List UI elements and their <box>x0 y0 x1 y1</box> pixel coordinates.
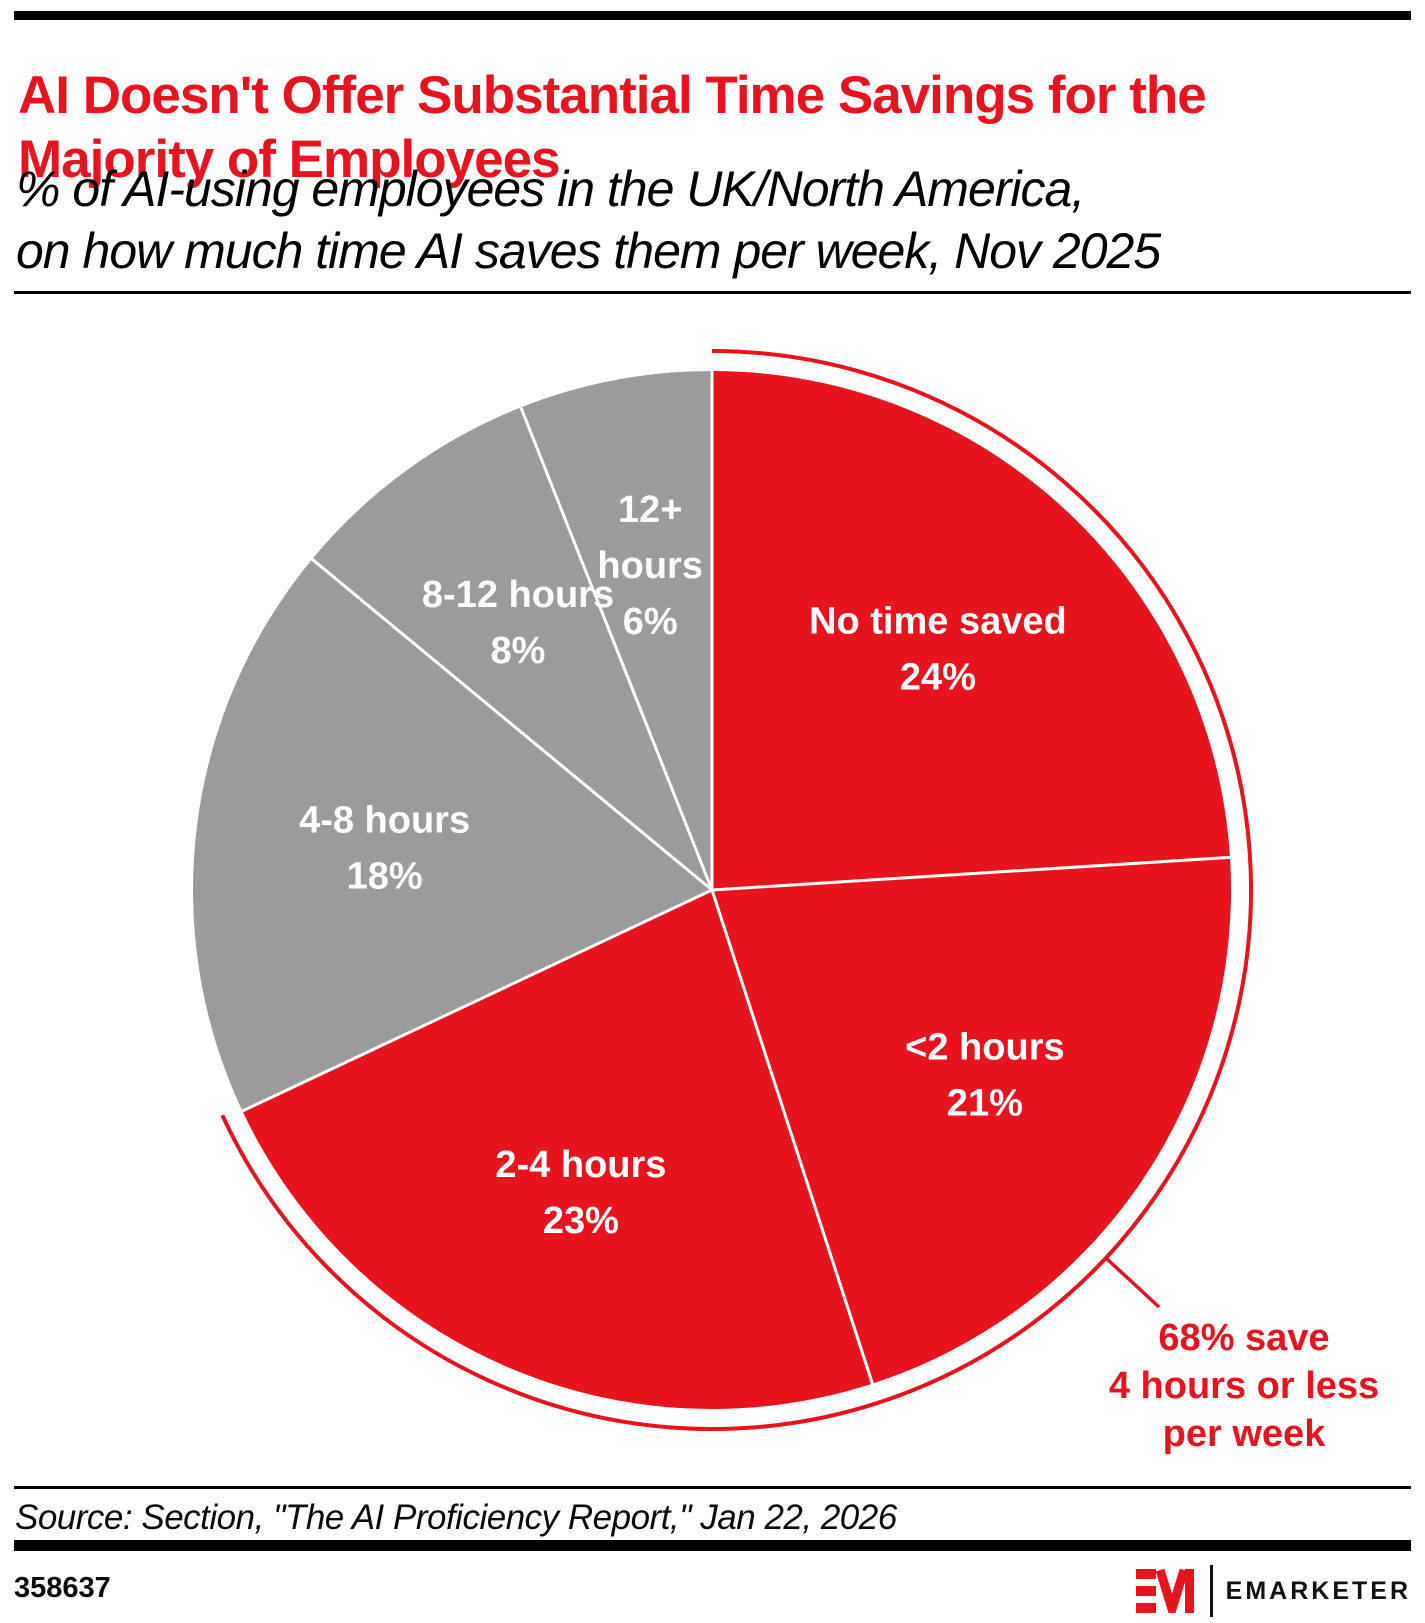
pie-chart: No time saved 24% <2 hours 21% 2-4 hours 23% 4… <box>193 349 1379 1455</box>
chart-subtitle: % of AI-using employees in the UK/North … <box>16 158 1411 282</box>
slice-label-0: No time saved <box>809 600 1067 642</box>
brand-name: EMARKETER <box>1225 1576 1411 1605</box>
slice-label-3: 4-8 hours <box>299 800 470 842</box>
slice-percent-4: 8% <box>491 630 546 672</box>
slice-percent-1: 21% <box>947 1083 1023 1125</box>
slice-label-1: <2 hours <box>905 1027 1064 1069</box>
pie-slice-3 <box>193 559 712 1111</box>
slice-divider-5 <box>519 406 714 891</box>
page-title: AI Doesn't Offer Substantial Time Saving… <box>18 64 1408 192</box>
pie-chart-area: No time saved 24% <2 hours 21% 2-4 hours 23% 4… <box>0 300 1425 1470</box>
top-rule <box>14 11 1411 20</box>
pie-slice-5 <box>520 370 712 890</box>
slice-label-5: hours <box>597 545 703 587</box>
annotation-line-1: 4 hours or less <box>1109 1365 1379 1407</box>
annotation-callout-line <box>1105 1257 1161 1309</box>
source-divider <box>14 1486 1411 1489</box>
slice-divider-3 <box>241 888 713 1113</box>
slice-divider-2 <box>710 889 874 1385</box>
emarketer-logo: EMARKETER <box>1135 1565 1411 1617</box>
annotation-line-0: 68% save <box>1158 1317 1329 1359</box>
slice-label-5: 12+ <box>618 489 682 531</box>
footer-divider <box>14 1540 1411 1551</box>
subtitle-line-2: on how much time AI saves them per week,… <box>16 223 1161 279</box>
subtitle-line-1: % of AI-using employees in the UK/North … <box>16 161 1085 217</box>
logo-separator <box>1209 1565 1213 1617</box>
pie-slice-4 <box>312 407 712 890</box>
slice-percent-3: 18% <box>347 856 423 898</box>
subtitle-divider <box>14 291 1411 294</box>
slice-percent-2: 23% <box>543 1200 619 1242</box>
pie-slice-1 <box>712 857 1232 1384</box>
pie-slice-0 <box>712 371 1230 890</box>
title-line-1: AI Doesn't Offer Substantial Time Saving… <box>18 65 1207 125</box>
pie-slice-2 <box>242 890 873 1410</box>
annotation-line-2: per week <box>1163 1413 1327 1455</box>
highlight-arc-68-percent <box>220 349 1253 1431</box>
slice-label-2: 2-4 hours <box>495 1144 666 1186</box>
slice-percent-0: 24% <box>900 656 976 698</box>
slice-divider-1 <box>711 855 1231 892</box>
title-line-2: Majority of Employees <box>18 129 561 189</box>
slice-label-4: 8-12 hours <box>422 574 614 616</box>
slice-divider-4 <box>311 558 713 892</box>
chart-id: 358637 <box>14 1572 111 1604</box>
source-text: Source: Section, "The AI Proficiency Rep… <box>15 1498 897 1537</box>
slice-percent-5: 6% <box>623 601 678 643</box>
emarketer-logo-mark-icon <box>1135 1569 1194 1613</box>
